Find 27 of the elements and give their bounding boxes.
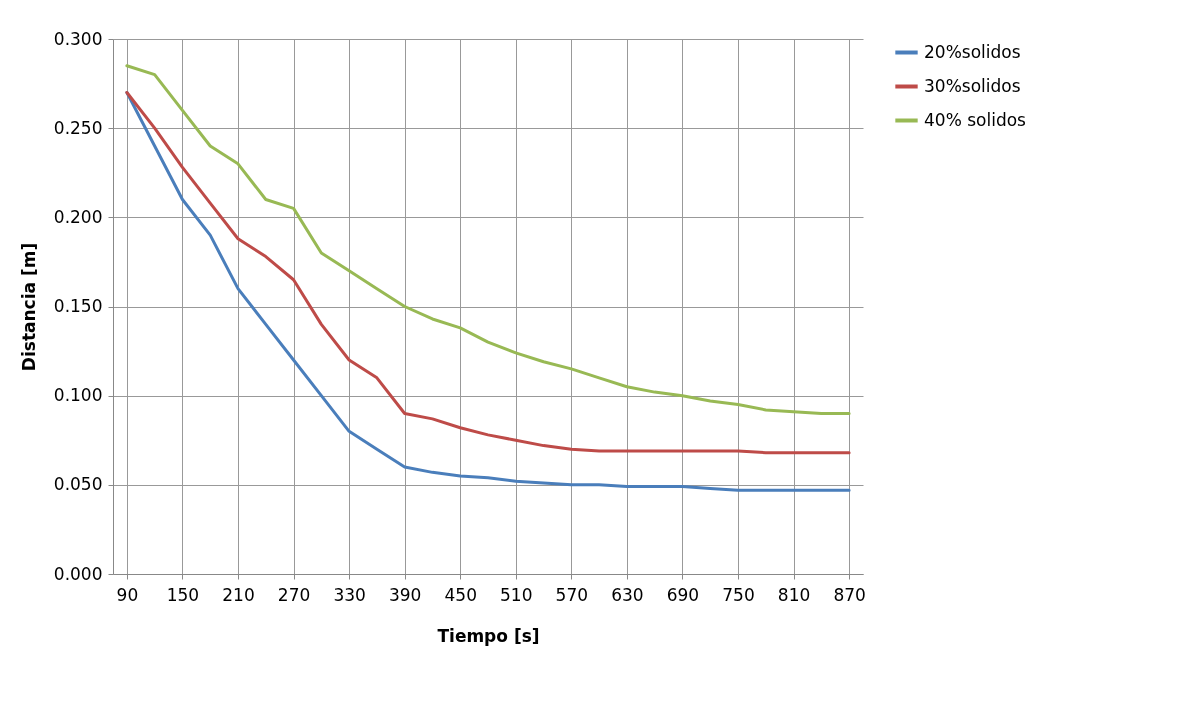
x-tick-label: 210 bbox=[222, 584, 255, 605]
x-tick-label: 810 bbox=[777, 584, 811, 605]
legend-label: 20%solidos bbox=[924, 41, 1021, 62]
y-tick-label: 0.150 bbox=[53, 296, 103, 316]
x-tick-label: 90 bbox=[116, 584, 139, 605]
y-tick-label: 0.300 bbox=[53, 28, 103, 49]
x-tick-label: 390 bbox=[388, 584, 422, 605]
line-series bbox=[125, 64, 851, 415]
y-tick-label: 0.100 bbox=[53, 385, 103, 406]
legend-label: 40% solidos bbox=[924, 109, 1027, 130]
y-axis-title: Distancia [m] bbox=[18, 242, 39, 372]
x-tick-label: 570 bbox=[555, 584, 589, 605]
x-tick-label: 690 bbox=[666, 584, 700, 605]
x-tick-label: 750 bbox=[722, 584, 755, 605]
x-tick-label: 630 bbox=[611, 584, 644, 605]
x-axis-title: Tiempo [s] bbox=[437, 625, 540, 646]
x-tick-label: 510 bbox=[500, 584, 533, 605]
x-tick-label: 450 bbox=[444, 584, 477, 605]
y-tick-label: 0.000 bbox=[53, 563, 103, 584]
x-tick-label: 150 bbox=[166, 584, 200, 605]
y-tick-label: 0.200 bbox=[53, 206, 103, 227]
y-tick-label: 0.250 bbox=[53, 117, 103, 138]
y-tick-label: 0.050 bbox=[53, 474, 103, 495]
x-tick-label: 330 bbox=[333, 584, 366, 605]
legend-label: 30%solidos bbox=[924, 75, 1021, 96]
x-tick-label: 270 bbox=[277, 584, 311, 605]
x-tick-label: 870 bbox=[833, 584, 866, 605]
